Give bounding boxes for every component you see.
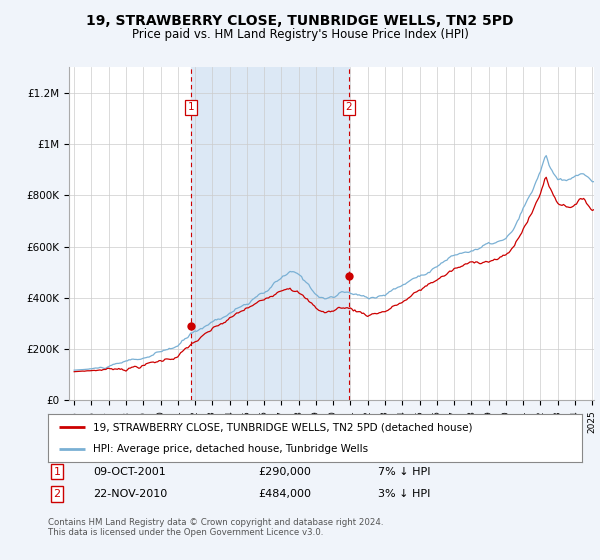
Text: Contains HM Land Registry data © Crown copyright and database right 2024.
This d: Contains HM Land Registry data © Crown c… — [48, 518, 383, 538]
Text: £484,000: £484,000 — [258, 489, 311, 499]
Text: 2: 2 — [53, 489, 61, 499]
Text: 09-OCT-2001: 09-OCT-2001 — [93, 466, 166, 477]
Text: 3% ↓ HPI: 3% ↓ HPI — [378, 489, 430, 499]
Text: 7% ↓ HPI: 7% ↓ HPI — [378, 466, 431, 477]
Bar — [191, 67, 349, 400]
Text: 1: 1 — [53, 466, 61, 477]
Text: 22-NOV-2010: 22-NOV-2010 — [93, 489, 167, 499]
Text: £290,000: £290,000 — [258, 466, 311, 477]
Text: 19, STRAWBERRY CLOSE, TUNBRIDGE WELLS, TN2 5PD (detached house): 19, STRAWBERRY CLOSE, TUNBRIDGE WELLS, T… — [94, 422, 473, 432]
Text: 19, STRAWBERRY CLOSE, TUNBRIDGE WELLS, TN2 5PD: 19, STRAWBERRY CLOSE, TUNBRIDGE WELLS, T… — [86, 14, 514, 28]
Text: HPI: Average price, detached house, Tunbridge Wells: HPI: Average price, detached house, Tunb… — [94, 444, 368, 454]
Text: 2: 2 — [346, 102, 352, 112]
Text: 1: 1 — [188, 102, 194, 112]
Text: Price paid vs. HM Land Registry's House Price Index (HPI): Price paid vs. HM Land Registry's House … — [131, 28, 469, 41]
